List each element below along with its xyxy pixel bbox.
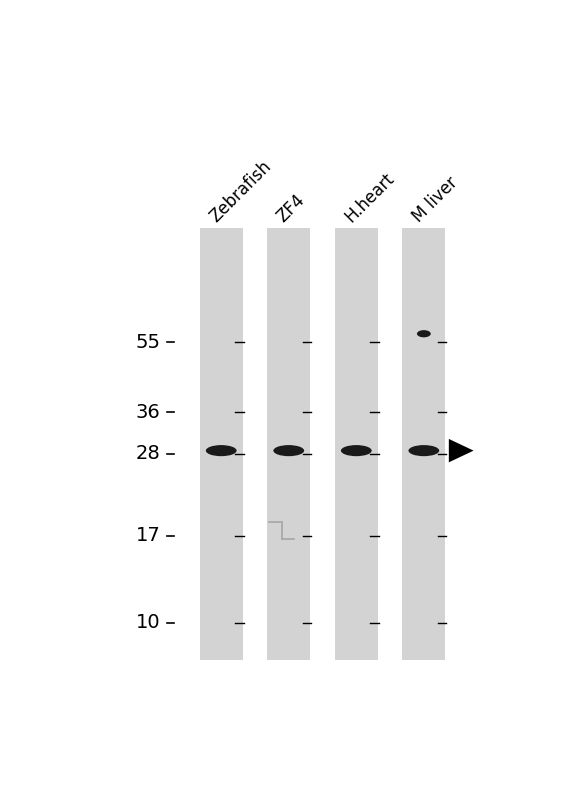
Polygon shape xyxy=(449,439,474,462)
Ellipse shape xyxy=(408,445,439,456)
Text: H.heart: H.heart xyxy=(341,169,398,226)
Ellipse shape xyxy=(273,445,304,456)
Bar xyxy=(267,229,310,660)
Ellipse shape xyxy=(417,330,431,338)
Text: 55: 55 xyxy=(135,333,160,352)
Text: 36: 36 xyxy=(136,402,160,422)
Text: ZF4: ZF4 xyxy=(274,190,309,226)
Ellipse shape xyxy=(206,445,236,456)
Text: 10: 10 xyxy=(136,614,160,633)
Bar xyxy=(403,229,445,660)
Text: 17: 17 xyxy=(136,526,160,545)
Ellipse shape xyxy=(341,445,372,456)
Bar xyxy=(335,229,378,660)
Text: M liver: M liver xyxy=(409,173,461,226)
Text: Zebrafish: Zebrafish xyxy=(206,157,275,226)
Bar xyxy=(200,229,243,660)
Text: 28: 28 xyxy=(136,444,160,463)
